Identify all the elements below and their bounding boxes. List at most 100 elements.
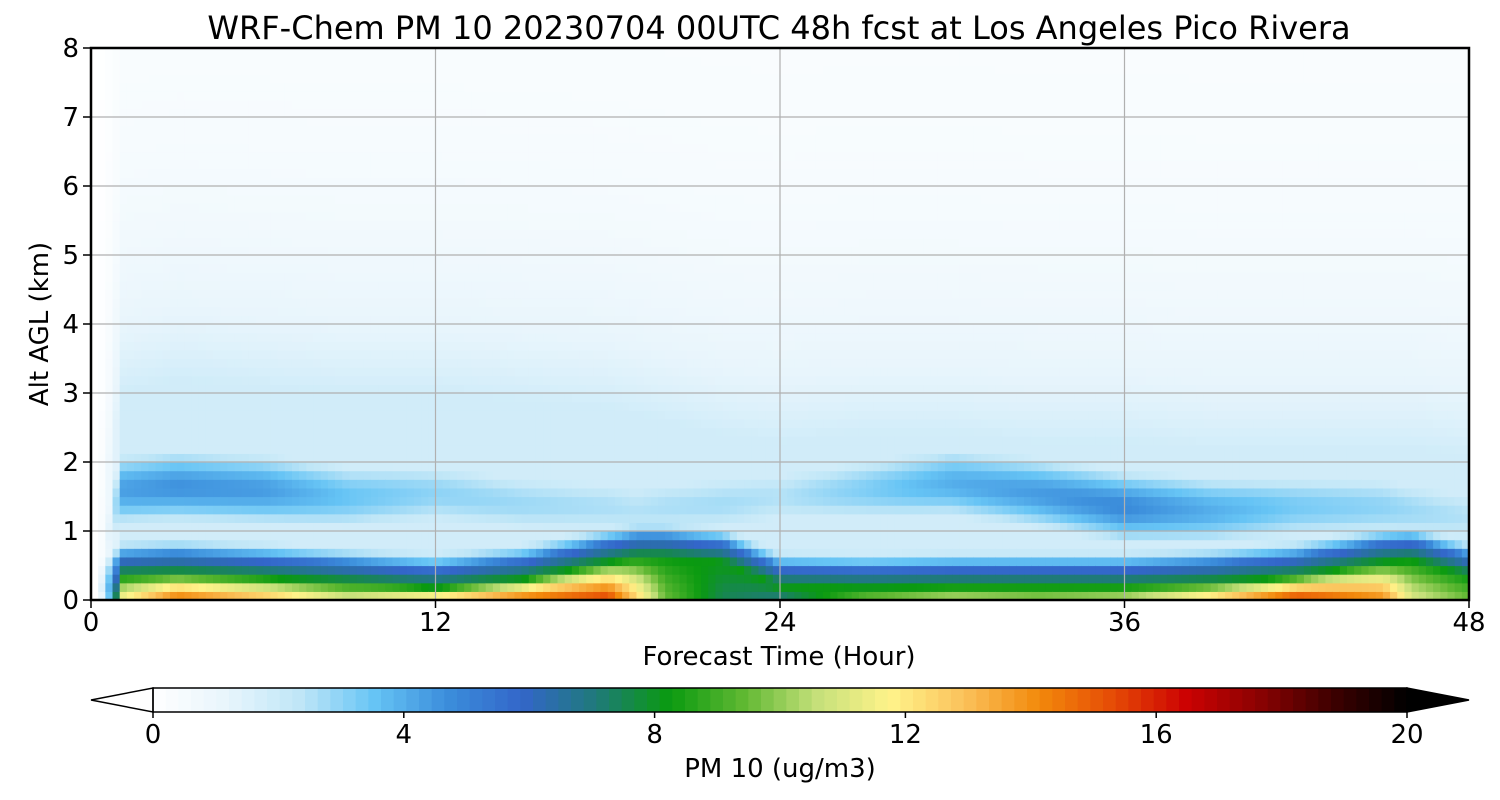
heatmap-cell (385, 427, 394, 437)
heatmap-cell (643, 574, 652, 584)
heatmap-cell (492, 65, 501, 75)
heatmap-cell (177, 298, 185, 308)
heatmap-cell (126, 134, 135, 144)
heatmap-cell (248, 168, 257, 178)
heatmap-cell (98, 263, 106, 273)
heatmap-cell (543, 315, 551, 325)
heatmap-cell (320, 73, 329, 84)
heatmap-cell (557, 108, 566, 118)
heatmap-cell (543, 436, 551, 446)
heatmap-cell (593, 582, 602, 592)
heatmap-cell (98, 315, 106, 325)
heatmap-cell (141, 522, 150, 532)
heatmap-cell (335, 341, 343, 351)
heatmap-cell (335, 108, 343, 118)
heatmap-cell (313, 513, 322, 523)
heatmap-cell (449, 280, 458, 291)
heatmap-cell (198, 298, 207, 308)
heatmap-cell (263, 384, 272, 394)
heatmap-cell (600, 436, 609, 446)
heatmap-cell (643, 539, 652, 549)
heatmap-cell (636, 211, 645, 222)
heatmap-cell (349, 375, 358, 385)
heatmap-cell (442, 99, 451, 109)
heatmap-cell (234, 168, 243, 178)
heatmap-cell (148, 393, 157, 403)
heatmap-cell (385, 298, 394, 308)
heatmap-cell (263, 280, 272, 291)
heatmap-cell (363, 73, 372, 84)
heatmap-cell (169, 186, 178, 196)
heatmap-cell (155, 393, 164, 403)
heatmap-cell (593, 99, 602, 109)
heatmap-cell (485, 410, 494, 420)
heatmap-cell (313, 418, 322, 429)
heatmap-cell (449, 203, 458, 213)
heatmap-cell (119, 99, 128, 109)
heatmap-cell (636, 237, 645, 247)
heatmap-cell (327, 48, 336, 58)
heatmap-cell (521, 263, 530, 273)
heatmap-cell (643, 375, 652, 385)
heatmap-cell (234, 289, 243, 299)
heatmap-cell (514, 82, 523, 92)
heatmap-cell (421, 246, 429, 256)
heatmap-cell (263, 565, 272, 575)
heatmap-cell (313, 531, 322, 541)
heatmap-cell (392, 73, 401, 84)
heatmap-cell (169, 99, 178, 109)
heatmap-cell (543, 384, 551, 394)
heatmap-cell (521, 522, 530, 532)
heatmap-cell (205, 237, 214, 247)
heatmap-cell (141, 367, 150, 377)
heatmap-cell (277, 531, 286, 541)
heatmap-cell (313, 315, 322, 325)
heatmap-cell (356, 418, 365, 429)
heatmap-cell (428, 539, 437, 549)
heatmap-cell (213, 453, 221, 463)
heatmap-cell (614, 591, 623, 600)
heatmap-cell (485, 151, 494, 161)
heatmap-cell (299, 203, 307, 213)
heatmap-cell (155, 505, 164, 515)
heatmap-cell (500, 151, 508, 161)
heatmap-cell (507, 401, 516, 411)
heatmap-cell (600, 470, 609, 480)
heatmap-cell (105, 134, 114, 144)
heatmap-cell (543, 470, 551, 480)
heatmap-cell (421, 151, 429, 161)
heatmap-cell (550, 151, 559, 161)
heatmap-cell (277, 539, 286, 549)
heatmap-cell (277, 255, 286, 265)
heatmap-cell (91, 522, 99, 532)
heatmap-cell (342, 384, 350, 394)
heatmap-cell (385, 487, 394, 498)
heatmap-cell (636, 470, 645, 480)
heatmap-cell (134, 272, 142, 282)
heatmap-cell (614, 375, 623, 385)
heatmap-cell (98, 177, 106, 187)
heatmap-cell (270, 496, 279, 506)
heatmap-cell (126, 393, 135, 403)
heatmap-cell (435, 220, 444, 230)
heatmap-cell (306, 513, 315, 523)
heatmap-cell (234, 548, 243, 558)
heatmap-cell (248, 229, 257, 239)
heatmap-cell (457, 134, 465, 144)
heatmap-cell (349, 548, 358, 558)
heatmap-cell (636, 280, 645, 291)
heatmap-cell (105, 272, 114, 282)
heatmap-cell (306, 393, 315, 403)
heatmap-cell (198, 332, 207, 342)
heatmap-cell (119, 384, 128, 394)
heatmap-cell (485, 177, 494, 187)
heatmap-cell (155, 134, 164, 144)
heatmap-cell (600, 531, 609, 541)
heatmap-cell (363, 108, 372, 118)
heatmap-cell (579, 349, 587, 360)
heatmap-cell (198, 341, 207, 351)
heatmap-cell (327, 384, 336, 394)
heatmap-cell (155, 332, 164, 342)
heatmap-cell (579, 237, 587, 247)
heatmap-cell (155, 263, 164, 273)
